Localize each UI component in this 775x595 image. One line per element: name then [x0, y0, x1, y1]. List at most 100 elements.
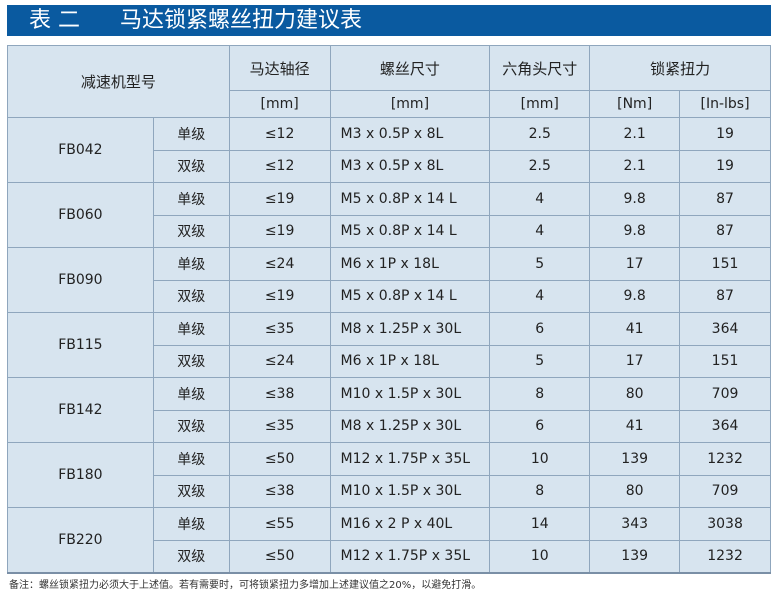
cell-inlbs: 709: [679, 377, 771, 411]
cell-nm: 9.8: [589, 214, 681, 248]
cell-nm: 343: [589, 507, 681, 541]
cell-screw: M3 x 0.5P x 8L: [329, 117, 491, 151]
cell-shaft: ≤50: [228, 442, 331, 476]
cell-screw: M5 x 0.8P x 14 L: [329, 214, 491, 248]
cell-model: FB115: [7, 312, 154, 378]
cell-hex: 6: [489, 312, 591, 346]
cell-stage: 双级: [152, 279, 230, 313]
cell-shaft: ≤24: [228, 344, 331, 378]
cell-hex: 10: [489, 442, 591, 476]
cell-nm: 17: [589, 247, 681, 281]
cell-inlbs: 1232: [679, 442, 771, 476]
table-row: 双级 ≤19 M5 x 0.8P x 14 L 4 9.8 87: [8, 214, 771, 248]
unit-hex: [mm]: [489, 90, 591, 118]
cell-inlbs: 19: [679, 149, 771, 183]
cell-hex: 14: [489, 507, 591, 541]
cell-shaft: ≤35: [228, 312, 331, 346]
cell-screw: M5 x 0.8P x 14 L: [329, 279, 491, 313]
table-row: 双级 ≤50 M12 x 1.75P x 35L 10 139 1232: [8, 539, 771, 574]
cell-hex: 2.5: [489, 117, 591, 151]
cell-shaft: ≤24: [228, 247, 331, 281]
cell-stage: 双级: [152, 474, 230, 508]
cell-inlbs: 87: [679, 279, 771, 313]
header-torque: 锁紧扭力: [589, 45, 771, 91]
cell-stage: 双级: [152, 344, 230, 378]
cell-screw: M8 x 1.25P x 30L: [329, 312, 491, 346]
cell-inlbs: 151: [679, 344, 771, 378]
cell-hex: 5: [489, 247, 591, 281]
cell-shaft: ≤12: [228, 149, 331, 183]
table-row: FB042 单级 ≤12 M3 x 0.5P x 8L 2.5 2.1 19: [7, 117, 771, 183]
cell-inlbs: 364: [679, 409, 771, 443]
cell-screw: M6 x 1P x 18L: [329, 344, 491, 378]
footnote: 备注：螺丝锁紧扭力必须大于上述值。若有需要时，可将锁紧扭力多增加上述建议值之20…: [9, 580, 482, 591]
cell-model: FB142: [7, 377, 154, 443]
cell-screw: M3 x 0.5P x 8L: [329, 149, 491, 183]
cell-screw: M10 x 1.5P x 30L: [329, 377, 491, 411]
cell-stage: 单级: [152, 182, 230, 216]
cell-screw: M12 x 1.75P x 35L: [329, 442, 491, 476]
header-shaft: 马达轴径: [228, 45, 331, 91]
table-row: FB220 单级 ≤55 M16 x 2 P x 40L 14 343 3038: [7, 507, 771, 574]
unit-shaft: [mm]: [228, 90, 331, 118]
cell-nm: 41: [589, 312, 681, 346]
unit-nm: [Nm]: [589, 90, 681, 118]
cell-nm: 2.1: [589, 149, 681, 183]
cell-inlbs: 1232: [679, 539, 771, 574]
cell-screw: M12 x 1.75P x 35L: [329, 539, 491, 574]
table-row: FB115 单级 ≤35 M8 x 1.25P x 30L 6 41 364: [7, 312, 771, 378]
cell-shaft: ≤19: [228, 214, 331, 248]
unit-inlbs: [In-lbs]: [679, 90, 771, 118]
cell-nm: 41: [589, 409, 681, 443]
cell-nm: 80: [589, 377, 681, 411]
cell-hex: 4: [489, 214, 591, 248]
cell-stage: 单级: [152, 507, 230, 541]
cell-model: FB090: [7, 247, 154, 313]
title-bar: 表 二 马达锁紧螺丝扭力建议表: [7, 5, 771, 36]
cell-hex: 2.5: [489, 149, 591, 183]
cell-inlbs: 87: [679, 182, 771, 216]
table-row: FB180 单级 ≤50 M12 x 1.75P x 35L 10 139 1232: [7, 442, 771, 508]
cell-nm: 2.1: [589, 117, 681, 151]
cell-nm: 9.8: [589, 279, 681, 313]
cell-screw: M8 x 1.25P x 30L: [329, 409, 491, 443]
table-row: FB060 单级 ≤19 M5 x 0.8P x 14 L 4 9.8 87: [7, 182, 771, 248]
cell-nm: 80: [589, 474, 681, 508]
cell-hex: 8: [489, 474, 591, 508]
torque-table: 减速机型号 马达轴径 螺丝尺寸 六角头尺寸 锁紧扭力 [mm] [mm] [mm…: [7, 45, 771, 574]
cell-stage: 双级: [152, 214, 230, 248]
header-screw: 螺丝尺寸: [329, 45, 491, 91]
cell-shaft: ≤19: [228, 279, 331, 313]
page-title: 马达锁紧螺丝扭力建议表: [120, 8, 363, 33]
cell-screw: M16 x 2 P x 40L: [329, 507, 491, 541]
cell-inlbs: 151: [679, 247, 771, 281]
cell-inlbs: 19: [679, 117, 771, 151]
cell-inlbs: 364: [679, 312, 771, 346]
cell-stage: 单级: [152, 442, 230, 476]
cell-stage: 双级: [152, 539, 230, 574]
cell-nm: 17: [589, 344, 681, 378]
table-row: FB090 单级 ≤24 M6 x 1P x 18L 5 17 151: [7, 247, 771, 313]
cell-model: FB220: [7, 507, 154, 574]
cell-shaft: ≤38: [228, 474, 331, 508]
cell-screw: M6 x 1P x 18L: [329, 247, 491, 281]
cell-hex: 5: [489, 344, 591, 378]
cell-shaft: ≤38: [228, 377, 331, 411]
table-row: 双级 ≤12 M3 x 0.5P x 8L 2.5 2.1 19: [8, 149, 771, 183]
cell-screw: M5 x 0.8P x 14 L: [329, 182, 491, 216]
cell-inlbs: 87: [679, 214, 771, 248]
unit-screw: [mm]: [329, 90, 491, 118]
cell-stage: 双级: [152, 409, 230, 443]
cell-hex: 6: [489, 409, 591, 443]
header-hex: 六角头尺寸: [489, 45, 591, 91]
cell-stage: 单级: [152, 117, 230, 151]
cell-shaft: ≤50: [228, 539, 331, 574]
cell-hex: 8: [489, 377, 591, 411]
cell-shaft: ≤35: [228, 409, 331, 443]
cell-shaft: ≤12: [228, 117, 331, 151]
cell-inlbs: 3038: [679, 507, 771, 541]
cell-model: FB060: [7, 182, 154, 248]
cell-screw: M10 x 1.5P x 30L: [329, 474, 491, 508]
cell-nm: 139: [589, 539, 681, 574]
cell-inlbs: 709: [679, 474, 771, 508]
